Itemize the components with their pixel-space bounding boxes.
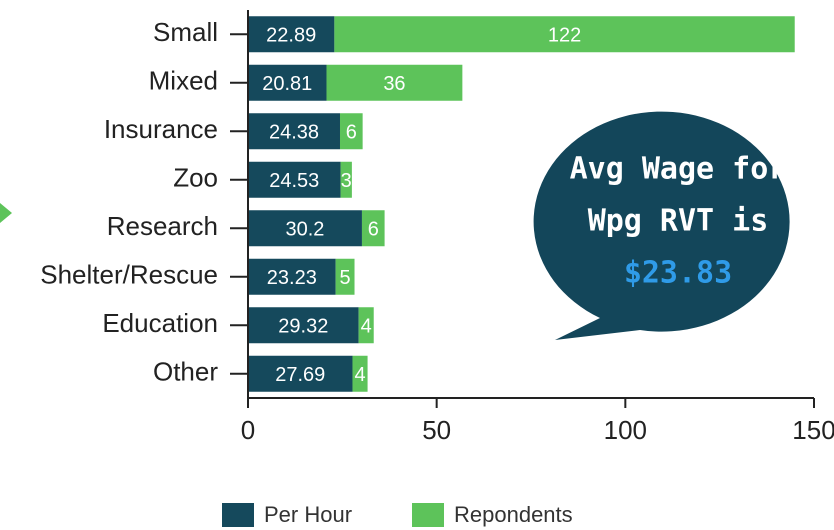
category-label: Education	[102, 308, 218, 338]
x-tick-label: 0	[241, 415, 255, 445]
category-label: Zoo	[173, 163, 218, 193]
legend-swatch	[222, 503, 254, 527]
decoration	[0, 203, 12, 223]
value-label: 30.2	[286, 219, 325, 241]
annotation-text: Avg Wage for	[570, 152, 787, 187]
bar-segment	[340, 161, 352, 198]
category-label: Other	[153, 357, 218, 387]
bar-segment	[248, 307, 359, 344]
bar-segment	[361, 210, 385, 247]
bar-segment	[248, 64, 327, 101]
bar-segment	[326, 64, 463, 101]
value-label: 4	[354, 364, 365, 386]
value-label: 5	[340, 267, 351, 289]
category-label: Mixed	[149, 66, 218, 96]
value-label: 24.53	[269, 170, 319, 192]
category-label: Research	[107, 211, 218, 241]
bar-segment	[248, 161, 341, 198]
category-label: Small	[153, 17, 218, 47]
speech-bubble: Avg Wage for Wpg RVT is $23.83	[533, 111, 790, 341]
value-label: 22.89	[266, 25, 316, 47]
bar-segment	[335, 258, 355, 295]
bar-segment	[248, 258, 336, 295]
category-label: Insurance	[104, 114, 218, 144]
bubble-shape	[533, 111, 790, 341]
bar-segment	[248, 355, 353, 392]
x-tick-label: 150	[792, 415, 834, 445]
value-label: 3	[341, 170, 352, 192]
annotation-text: Wpg RVT is	[588, 204, 769, 239]
bar-segment	[248, 16, 335, 53]
value-label: 4	[361, 316, 372, 338]
bar-segment	[352, 355, 368, 392]
bar-segment	[248, 210, 362, 247]
value-label: 20.81	[262, 73, 312, 95]
legend-label: Repondents	[454, 502, 573, 527]
value-label: 24.38	[269, 122, 319, 144]
x-tick-label: 100	[604, 415, 647, 445]
bar-segment	[248, 113, 340, 150]
legend-label: Per Hour	[264, 502, 352, 527]
value-label: 6	[368, 219, 379, 241]
value-label: 36	[383, 73, 405, 95]
value-label: 29.32	[278, 316, 328, 338]
annotation-text: $23.83	[624, 256, 732, 291]
value-label: 122	[548, 25, 581, 47]
bar-segment	[358, 307, 374, 344]
value-label: 23.23	[267, 267, 317, 289]
category-label: Shelter/Rescue	[40, 260, 218, 290]
value-label: 27.69	[275, 364, 325, 386]
value-label: 6	[346, 122, 357, 144]
legend-swatch	[412, 503, 444, 527]
bar-segment	[334, 16, 795, 53]
bar-segment	[339, 113, 363, 150]
x-tick-label: 50	[422, 415, 451, 445]
